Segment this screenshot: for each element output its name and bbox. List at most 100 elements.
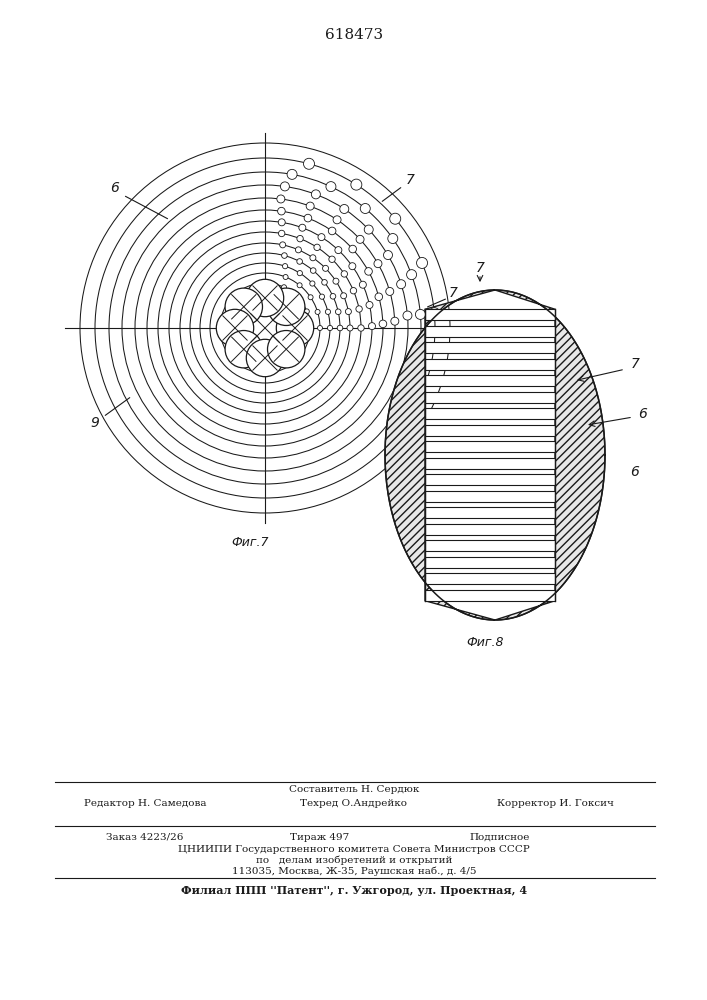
Circle shape [311, 190, 320, 199]
Circle shape [303, 158, 315, 169]
Circle shape [281, 253, 287, 258]
Text: Фиг.7: Фиг.7 [231, 536, 269, 550]
Text: 7: 7 [448, 286, 457, 300]
Circle shape [346, 309, 351, 315]
Circle shape [335, 247, 342, 254]
Circle shape [306, 202, 314, 210]
Circle shape [310, 268, 316, 273]
Circle shape [279, 230, 285, 237]
Circle shape [277, 195, 285, 203]
Text: Тираж 497: Тираж 497 [291, 832, 350, 842]
Circle shape [304, 214, 312, 222]
Circle shape [297, 283, 302, 288]
Text: Редактор Н. Самедова: Редактор Н. Самедова [83, 800, 206, 808]
Text: 7: 7 [476, 261, 484, 275]
Circle shape [416, 309, 426, 319]
Circle shape [243, 306, 287, 350]
Circle shape [304, 309, 310, 314]
Circle shape [375, 293, 382, 301]
Circle shape [366, 301, 373, 308]
Circle shape [317, 326, 322, 330]
Circle shape [416, 257, 428, 268]
Circle shape [337, 325, 343, 331]
Text: Техред О.Андрейко: Техред О.Андрейко [300, 800, 407, 808]
Circle shape [322, 265, 329, 271]
Bar [425, 342, 555, 353]
Circle shape [350, 288, 356, 294]
Circle shape [279, 219, 285, 226]
Circle shape [325, 309, 331, 314]
Polygon shape [385, 290, 495, 620]
Circle shape [340, 204, 349, 213]
Circle shape [283, 264, 288, 269]
Text: 113035, Москва, Ж-35, Раушская наб., д. 4/5: 113035, Москва, Ж-35, Раушская наб., д. … [232, 866, 477, 876]
Bar [425, 408, 555, 419]
Bar [425, 309, 555, 320]
Bar [425, 441, 555, 452]
Circle shape [429, 308, 440, 319]
Circle shape [328, 227, 336, 235]
Bar [425, 392, 555, 403]
Circle shape [359, 281, 366, 288]
Text: Филиал ППП ''Патент'', г. Ужгород, ул. Проектная, 4: Филиал ППП ''Патент'', г. Ужгород, ул. П… [181, 886, 527, 896]
Text: по   делам изобретений и открытий: по делам изобретений и открытий [256, 855, 452, 865]
Circle shape [361, 203, 370, 213]
Circle shape [333, 278, 339, 284]
Bar [425, 507, 555, 518]
Circle shape [322, 280, 327, 285]
Text: 618473: 618473 [325, 28, 383, 42]
Bar [425, 590, 555, 601]
Circle shape [308, 326, 312, 330]
Circle shape [310, 255, 316, 261]
Circle shape [341, 293, 346, 299]
Circle shape [358, 325, 364, 331]
Circle shape [407, 270, 416, 280]
Circle shape [278, 207, 285, 215]
Circle shape [351, 179, 362, 190]
Circle shape [356, 235, 364, 243]
Circle shape [287, 169, 297, 179]
Circle shape [320, 294, 325, 299]
Circle shape [368, 323, 375, 330]
Circle shape [397, 280, 406, 289]
Circle shape [335, 309, 341, 315]
Circle shape [318, 234, 325, 241]
Circle shape [349, 245, 356, 253]
Circle shape [365, 268, 373, 275]
Circle shape [356, 306, 362, 312]
Circle shape [364, 225, 373, 234]
Circle shape [341, 271, 348, 277]
Circle shape [267, 331, 305, 368]
Circle shape [297, 259, 303, 264]
Circle shape [225, 331, 262, 368]
Circle shape [329, 256, 335, 262]
Bar [425, 491, 555, 502]
Circle shape [386, 287, 394, 295]
Circle shape [283, 275, 288, 280]
Circle shape [383, 251, 392, 260]
Circle shape [246, 279, 284, 317]
Circle shape [403, 311, 412, 320]
Circle shape [297, 235, 303, 242]
Circle shape [299, 224, 306, 231]
Circle shape [216, 309, 254, 347]
Circle shape [296, 295, 300, 300]
Circle shape [315, 309, 320, 314]
Circle shape [374, 260, 382, 268]
Text: 6: 6 [638, 407, 648, 421]
Circle shape [314, 244, 320, 251]
Circle shape [379, 320, 387, 328]
Text: ЦНИИПИ Государственного комитета Совета Министров СССР: ЦНИИПИ Государственного комитета Совета … [178, 844, 530, 854]
Bar [425, 573, 555, 584]
Bar [425, 425, 555, 436]
Circle shape [297, 271, 303, 276]
Text: 6: 6 [631, 464, 639, 479]
Circle shape [347, 325, 353, 331]
Text: 9: 9 [90, 416, 100, 430]
Bar [425, 359, 555, 370]
Circle shape [308, 295, 313, 300]
Circle shape [276, 309, 314, 347]
Circle shape [246, 339, 284, 377]
Circle shape [281, 182, 289, 191]
Text: 7: 7 [631, 357, 639, 371]
